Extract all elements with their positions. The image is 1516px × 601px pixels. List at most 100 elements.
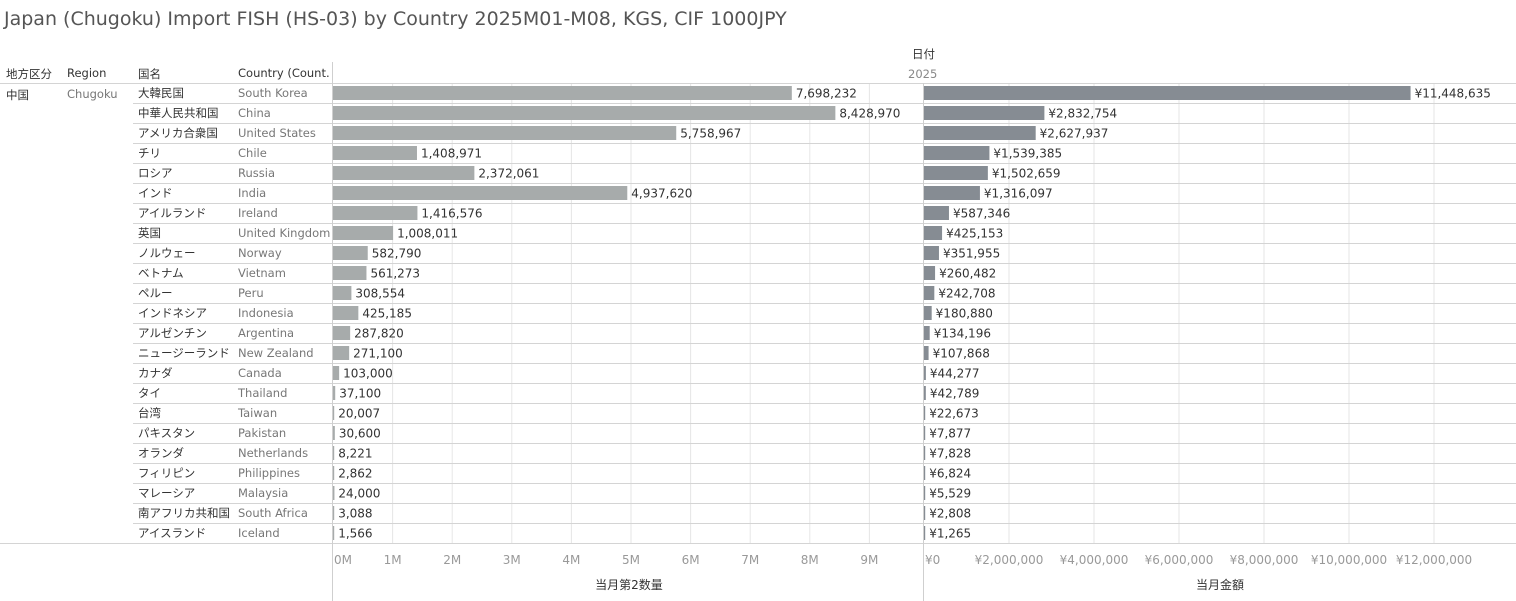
row-label-jp: パキスタン: [138, 426, 195, 440]
value-bar[interactable]: [924, 306, 932, 320]
value-bar[interactable]: [924, 466, 926, 480]
qty-tick-label: 1M: [384, 553, 402, 567]
value-bar[interactable]: [924, 106, 1045, 120]
qty-bar[interactable]: [333, 286, 352, 300]
qty-value-label: 425,185: [362, 307, 412, 321]
qty-value-label: 271,100: [353, 347, 403, 361]
qty-bar[interactable]: [333, 206, 418, 220]
row-label-jp: ロシア: [138, 166, 173, 180]
value-tick-label: ¥6,000,000: [1145, 553, 1214, 567]
qty-bar[interactable]: [333, 326, 351, 340]
qty-bar[interactable]: [333, 366, 340, 380]
value-value-label: ¥134,196: [934, 327, 991, 341]
value-bar[interactable]: [924, 146, 990, 160]
row-label-jp: アイルランド: [138, 206, 206, 220]
qty-value-label: 103,000: [343, 367, 393, 381]
value-bar[interactable]: [924, 126, 1036, 140]
header-area-jp[interactable]: 地方区分: [6, 67, 52, 81]
row-label-en: United Kingdom: [238, 226, 330, 240]
qty-value-label: 582,790: [372, 247, 422, 261]
value-bar[interactable]: [924, 386, 926, 400]
row-label-en: Thailand: [237, 386, 287, 400]
qty-value-label: 37,100: [339, 387, 381, 401]
value-bar[interactable]: [924, 166, 988, 180]
row-label-en: Vietnam: [238, 266, 286, 280]
value-value-label: ¥11,448,635: [1415, 87, 1491, 101]
qty-bar[interactable]: [333, 166, 475, 180]
qty-bar[interactable]: [333, 266, 367, 280]
value-bar[interactable]: [924, 286, 935, 300]
value-bar[interactable]: [924, 446, 926, 460]
value-bar[interactable]: [924, 86, 1411, 100]
value-value-label: ¥1,539,385: [993, 147, 1062, 161]
row-label-en: India: [238, 186, 266, 200]
value-value-label: ¥22,673: [929, 407, 979, 421]
qty-bar[interactable]: [333, 406, 335, 420]
qty-bar[interactable]: [333, 86, 792, 100]
value-bar[interactable]: [924, 206, 949, 220]
value-value-label: ¥425,153: [946, 227, 1003, 241]
row-label-en: Indonesia: [238, 306, 294, 320]
value-bar[interactable]: [924, 506, 926, 520]
qty-bar[interactable]: [333, 146, 417, 160]
qty-tick-label: 3M: [503, 553, 521, 567]
row-label-jp: チリ: [138, 146, 161, 160]
row-label-jp: インド: [138, 186, 173, 200]
value-bar[interactable]: [924, 406, 926, 420]
row-label-jp: タイ: [138, 386, 161, 400]
row-label-jp: 台湾: [138, 406, 161, 420]
row-label-jp: フィリピン: [138, 466, 195, 480]
qty-bar[interactable]: [333, 386, 336, 400]
value-bar[interactable]: [924, 366, 926, 380]
qty-bar[interactable]: [333, 246, 368, 260]
value-bar[interactable]: [924, 326, 930, 340]
qty-value-label: 2,862: [338, 467, 372, 481]
qty-tick-label: 8M: [801, 553, 819, 567]
value-bar[interactable]: [924, 226, 943, 240]
value-bar[interactable]: [924, 246, 939, 260]
qty-value-label: 5,758,967: [680, 127, 741, 141]
qty-bar[interactable]: [333, 486, 335, 500]
value-bar[interactable]: [924, 486, 926, 500]
value-bar[interactable]: [924, 346, 929, 360]
row-label-jp: マレーシア: [138, 486, 195, 500]
value-bar[interactable]: [924, 266, 936, 280]
value-bar[interactable]: [924, 526, 926, 540]
qty-value-label: 24,000: [338, 487, 380, 501]
qty-bar[interactable]: [333, 106, 836, 120]
value-value-label: ¥242,708: [938, 287, 995, 301]
row-label-en: Iceland: [238, 526, 280, 540]
qty-bar[interactable]: [333, 526, 335, 540]
header-country-en[interactable]: Country (Count..: [238, 66, 330, 80]
qty-bar[interactable]: [333, 426, 335, 440]
qty-bar[interactable]: [333, 466, 335, 480]
qty-bar[interactable]: [333, 346, 350, 360]
value-bar[interactable]: [924, 426, 926, 440]
row-label-en: Russia: [238, 166, 275, 180]
row-label-en: New Zealand: [238, 346, 314, 360]
header-date[interactable]: 日付: [912, 47, 935, 61]
qty-bar[interactable]: [333, 306, 359, 320]
qty-tick-label: 4M: [562, 553, 580, 567]
qty-value-label: 4,937,620: [631, 187, 692, 201]
qty-bar[interactable]: [333, 506, 335, 520]
qty-value-label: 287,820: [354, 327, 404, 341]
value-bar[interactable]: [924, 186, 980, 200]
value-axis-title: 当月金額: [1196, 577, 1244, 592]
qty-bar[interactable]: [333, 226, 394, 240]
value-value-label: ¥107,868: [933, 347, 990, 361]
qty-tick-label: 6M: [682, 553, 700, 567]
row-label-en: Chile: [238, 146, 267, 160]
value-value-label: ¥2,627,937: [1040, 127, 1109, 141]
qty-bar[interactable]: [333, 126, 677, 140]
qty-value-label: 2,372,061: [478, 167, 539, 181]
header-country-jp[interactable]: 国名: [138, 67, 161, 81]
qty-bar[interactable]: [333, 186, 628, 200]
row-label-en: Philippines: [238, 466, 300, 480]
qty-bar[interactable]: [333, 446, 335, 460]
row-label-en: Malaysia: [238, 486, 288, 500]
header-region[interactable]: Region: [67, 66, 107, 80]
qty-value-label: 30,600: [339, 427, 381, 441]
value-value-label: ¥44,277: [930, 367, 980, 381]
